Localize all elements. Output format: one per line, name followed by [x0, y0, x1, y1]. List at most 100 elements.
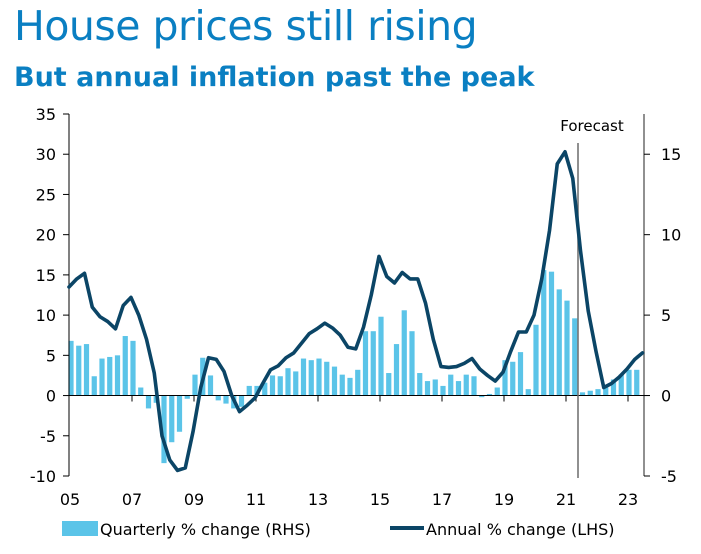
x-axis-tick-label: 23: [618, 490, 638, 509]
right-axis-tick-label: 5: [661, 306, 671, 325]
bar-quarterly-change: [347, 377, 353, 396]
bar-quarterly-change: [91, 376, 97, 396]
bar-quarterly-change: [76, 345, 82, 396]
bar-quarterly-change: [424, 381, 431, 396]
bar-quarterly-change: [293, 371, 299, 396]
left-axis-tick-label: -5: [40, 427, 56, 446]
bar-quarterly-change: [277, 376, 283, 396]
bar-quarterly-change: [564, 300, 570, 396]
bar-quarterly-change: [370, 331, 376, 396]
bar-quarterly-change: [626, 369, 632, 396]
bar-quarterly-change: [114, 355, 121, 396]
bar-quarterly-change: [479, 395, 485, 398]
bar-quarterly-change: [579, 392, 586, 396]
x-axis-tick-label: 13: [308, 490, 328, 509]
right-axis-tick-label: 15: [661, 145, 681, 164]
legend: Quarterly % change (RHS) Annual % change…: [62, 520, 615, 539]
bar-quarterly-change: [122, 336, 128, 396]
bar-quarterly-change: [610, 379, 617, 396]
bar-quarterly-change: [556, 289, 562, 396]
bar-quarterly-change: [440, 385, 446, 396]
bar-quarterly-change: [316, 358, 322, 396]
bar-quarterly-change: [432, 379, 438, 396]
bar-quarterly-change: [207, 375, 214, 396]
bar-quarterly-change: [285, 368, 291, 396]
bar-quarterly-change: [494, 387, 500, 396]
bar-quarterly-change: [541, 270, 547, 396]
bar-quarterly-change: [184, 395, 190, 399]
bar-quarterly-change: [533, 324, 539, 396]
x-axis-tick-label: 07: [122, 490, 142, 509]
x-axis-tick-label: 15: [370, 490, 390, 509]
left-axis-tick-label: 25: [36, 185, 56, 204]
chart-subtitle: But annual inflation past the peak: [14, 62, 535, 93]
bar-quarterly-change: [510, 361, 516, 396]
bar-quarterly-change: [192, 374, 198, 396]
bar-quarterly-change: [246, 385, 252, 396]
x-axis-tick-label: 21: [556, 490, 576, 509]
bar-quarterly-change: [603, 387, 609, 396]
x-axis-tick-label: 19: [494, 490, 514, 509]
bar-quarterly-change: [176, 395, 183, 432]
legend-swatch-bar: [62, 521, 98, 536]
bar-quarterly-change: [517, 352, 524, 396]
bar-quarterly-change: [99, 358, 105, 396]
bar-quarterly-change: [393, 344, 400, 396]
bar-quarterly-change: [455, 381, 462, 396]
left-axis-tick-label: 35: [36, 105, 56, 124]
bar-quarterly-change: [463, 374, 469, 396]
bar-quarterly-change: [68, 340, 74, 396]
legend-label-quarterly: Quarterly % change (RHS): [100, 520, 311, 539]
bar-quarterly-change: [417, 373, 423, 396]
x-axis-tick-label: 05: [60, 490, 80, 509]
bar-quarterly-change: [169, 395, 175, 443]
x-axis-tick-label: 17: [432, 490, 452, 509]
bar-quarterly-change: [138, 387, 144, 396]
bar-quarterly-change: [634, 369, 640, 396]
bar-quarterly-change: [145, 395, 152, 409]
bar-quarterly-change: [262, 382, 268, 396]
left-axis-tick-label: 0: [46, 387, 56, 406]
right-axis-tick-label: -5: [661, 467, 677, 486]
bar-quarterly-change: [471, 376, 477, 396]
line-annual-change: [67, 150, 645, 473]
bar-quarterly-change: [300, 358, 307, 396]
bar-quarterly-change: [618, 374, 624, 396]
x-axis-tick-label: 11: [246, 490, 266, 509]
bar-quarterly-change: [587, 390, 593, 396]
bar-quarterly-change: [362, 331, 369, 396]
bar-quarterly-change: [548, 271, 555, 396]
bar-quarterly-change: [502, 360, 508, 396]
bar-quarterly-change: [130, 340, 136, 396]
bar-quarterly-change: [386, 373, 392, 396]
bar-quarterly-change: [238, 395, 245, 407]
chart-title: House prices still rising: [14, 2, 478, 50]
labels-layer: 35 30 25 20 15 10 5 0 -5 -10 15 10 5 0 -5 05 07 09 11 13 15 1…: [30, 105, 682, 509]
left-axis-tick-label: 30: [36, 145, 56, 164]
left-axis-tick-label: 10: [36, 306, 56, 325]
right-axis-tick-label: 0: [661, 387, 671, 406]
line-layer: [67, 150, 645, 473]
bar-quarterly-change: [331, 366, 338, 396]
bar-quarterly-change: [595, 389, 601, 396]
x-axis-tick-label: 09: [184, 490, 204, 509]
bar-quarterly-change: [572, 318, 578, 396]
left-axis-tick-label: 20: [36, 226, 56, 245]
bar-quarterly-change: [339, 374, 345, 396]
bar-quarterly-change: [308, 360, 314, 396]
bar-quarterly-change: [223, 395, 229, 404]
bar-quarterly-change: [107, 356, 113, 396]
left-axis-tick-label: 15: [36, 266, 56, 285]
bars-layer: [68, 270, 640, 464]
bar-quarterly-change: [161, 395, 167, 464]
bar-quarterly-change: [401, 310, 407, 396]
bar-quarterly-change: [83, 344, 90, 396]
forecast-annotation: Forecast: [560, 117, 624, 135]
bar-quarterly-change: [409, 331, 415, 396]
right-axis-tick-label: 10: [661, 226, 681, 245]
bar-quarterly-change: [486, 393, 493, 396]
legend-label-annual: Annual % change (LHS): [426, 520, 615, 539]
bar-quarterly-change: [324, 361, 330, 396]
bar-quarterly-change: [525, 389, 531, 396]
